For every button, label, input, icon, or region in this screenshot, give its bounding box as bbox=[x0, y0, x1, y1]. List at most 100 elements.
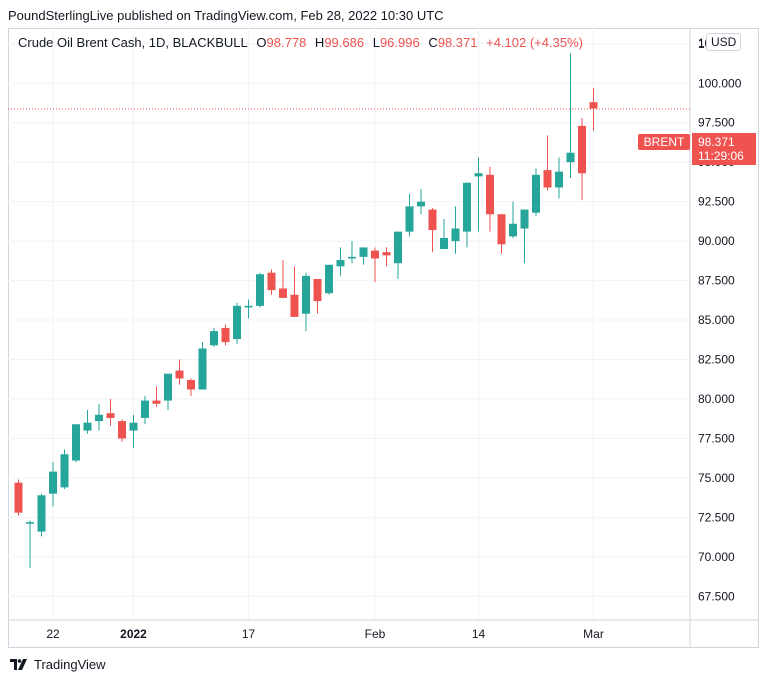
candle bbox=[394, 231, 402, 280]
publish-line: PoundSterlingLive published on TradingVi… bbox=[8, 8, 444, 23]
price-axis-label: 85.000 bbox=[698, 313, 735, 327]
price-axis-label: 70.000 bbox=[698, 550, 735, 564]
candle-body bbox=[14, 482, 23, 513]
price-chart[interactable]: 102.500100.00097.50095.00092.50090.00087… bbox=[8, 28, 759, 648]
candle bbox=[141, 395, 149, 425]
candle-body bbox=[233, 305, 241, 339]
tradingview-logo-icon bbox=[10, 658, 27, 670]
candle bbox=[72, 424, 80, 463]
price-axis-label: 100.000 bbox=[698, 76, 742, 90]
symbol-name: Crude Oil Brent Cash, 1D, BLACKBULL bbox=[18, 35, 248, 50]
candle-body bbox=[463, 182, 471, 232]
tradingview-brand[interactable]: TradingView bbox=[10, 657, 106, 672]
candle-body bbox=[279, 288, 287, 298]
brand-name: TradingView bbox=[34, 657, 106, 672]
candle bbox=[451, 206, 460, 254]
candle-body bbox=[486, 174, 494, 215]
candle bbox=[14, 479, 23, 516]
candle bbox=[187, 378, 195, 396]
close-label: C bbox=[428, 35, 438, 50]
candle-body bbox=[451, 228, 460, 242]
candle bbox=[118, 419, 126, 442]
candle-body bbox=[394, 231, 402, 264]
candle-body bbox=[267, 272, 276, 291]
time-axis-label: Feb bbox=[365, 627, 386, 641]
low-label: L bbox=[372, 35, 380, 50]
candle-body bbox=[509, 223, 517, 237]
candle bbox=[463, 182, 471, 248]
candle-body bbox=[371, 250, 379, 259]
candle bbox=[382, 247, 391, 267]
candle-body bbox=[497, 214, 506, 245]
candle-body bbox=[26, 522, 34, 524]
candle-body bbox=[543, 170, 552, 188]
candle-body bbox=[129, 422, 138, 431]
candle bbox=[279, 260, 287, 298]
candle-body bbox=[428, 209, 437, 231]
candle bbox=[175, 359, 184, 385]
candle bbox=[543, 135, 552, 191]
candle bbox=[49, 462, 57, 507]
brent-last-price: 98.371 bbox=[698, 135, 735, 149]
candle-body bbox=[520, 209, 529, 229]
price-axis-label: 77.500 bbox=[698, 431, 735, 445]
candle bbox=[198, 342, 207, 390]
price-axis-label: 67.500 bbox=[698, 589, 735, 603]
candle-body bbox=[72, 424, 80, 461]
price-axis-label: 87.500 bbox=[698, 274, 735, 288]
candle bbox=[520, 209, 529, 264]
candle bbox=[325, 264, 333, 295]
candles bbox=[14, 53, 598, 568]
candle bbox=[244, 299, 253, 319]
candle bbox=[290, 266, 299, 317]
brent-symbol-box bbox=[638, 134, 690, 150]
candle-body bbox=[474, 173, 483, 177]
candle bbox=[336, 247, 345, 276]
brent-symbol-label: BRENT bbox=[644, 135, 685, 149]
candle-body bbox=[198, 348, 207, 390]
candle-body bbox=[221, 327, 230, 343]
candle bbox=[348, 241, 356, 264]
candle-body bbox=[83, 422, 92, 431]
candle-body bbox=[359, 247, 368, 257]
candle-body bbox=[37, 495, 46, 532]
candle bbox=[313, 279, 322, 314]
candle bbox=[256, 272, 264, 308]
brent-price-box bbox=[692, 133, 756, 165]
candle bbox=[474, 157, 483, 232]
price-axis-label: 97.500 bbox=[698, 116, 735, 130]
candle-body bbox=[405, 206, 414, 232]
time-axis-label: 14 bbox=[472, 627, 486, 641]
candle-body bbox=[95, 414, 103, 422]
candle bbox=[440, 219, 448, 250]
time-axis-labels: 22 2022 17 Feb 14 Mar bbox=[46, 627, 604, 641]
brent-countdown: 11:29:06 bbox=[698, 149, 744, 163]
currency-button[interactable]: USD bbox=[706, 33, 742, 51]
candle bbox=[95, 403, 103, 431]
candle bbox=[210, 327, 218, 347]
high-value: 99.686 bbox=[324, 35, 365, 50]
open-label: O bbox=[256, 35, 267, 50]
candle-body bbox=[141, 400, 149, 418]
candle bbox=[497, 214, 506, 254]
candle-body bbox=[382, 252, 391, 256]
candle bbox=[532, 168, 540, 216]
candle bbox=[359, 247, 368, 265]
candle bbox=[83, 410, 92, 434]
candle bbox=[486, 166, 494, 232]
candle bbox=[106, 398, 115, 426]
open-value: 98.778 bbox=[266, 35, 307, 50]
candle-body bbox=[290, 294, 299, 317]
high-label: H bbox=[314, 35, 325, 50]
candle-body bbox=[118, 421, 126, 439]
candle bbox=[302, 272, 310, 332]
candle-body bbox=[60, 454, 69, 488]
price-axis-labels: 102.500100.00097.50095.00092.50090.00087… bbox=[698, 37, 742, 604]
price-axis-label: 75.000 bbox=[698, 471, 735, 485]
candle-body bbox=[244, 305, 253, 308]
price-axis-label: 72.500 bbox=[698, 510, 735, 524]
time-axis-label: 2022 bbox=[120, 627, 147, 641]
candle-body bbox=[566, 152, 575, 163]
symbol-legend: Crude Oil Brent Cash, 1D, BLACKBULL O98.… bbox=[18, 35, 583, 50]
time-axis-label: 17 bbox=[242, 627, 256, 641]
